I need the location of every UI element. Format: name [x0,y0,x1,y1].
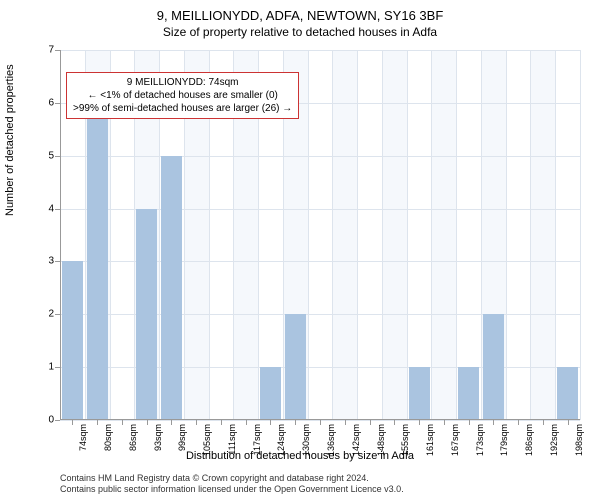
x-tick-mark [370,420,371,425]
x-tick-mark [469,420,470,425]
x-tick-mark [97,420,98,425]
y-axis-label: Number of detached properties [4,64,16,216]
x-axis-line [60,419,580,420]
y-tick-label: 4 [48,203,60,214]
y-tick-label: 5 [48,150,60,161]
x-tick-label: 80sqm [101,424,113,451]
x-tick-mark [147,420,148,425]
x-tick-mark [221,420,222,425]
x-tick-mark [270,420,271,425]
grid-band [530,50,555,420]
bar [285,314,306,420]
grid-band [382,50,407,420]
bar [483,314,504,420]
x-tick-mark [543,420,544,425]
gridline-v [382,50,383,420]
bar [62,261,83,420]
x-tick-mark [171,420,172,425]
y-tick-label: 0 [48,415,60,426]
gridline-v [431,50,432,420]
x-tick-label: 99sqm [175,424,187,451]
x-tick-mark [122,420,123,425]
gridline-v [580,50,581,420]
x-tick-mark [493,420,494,425]
x-axis-label: Distribution of detached houses by size … [0,450,600,462]
bar [409,367,430,420]
gridline-v [481,50,482,420]
chart-container: 9, MEILLIONYDD, ADFA, NEWTOWN, SY16 3BF … [0,0,600,500]
x-tick-mark [419,420,420,425]
x-tick-mark [394,420,395,425]
y-tick-label: 1 [48,362,60,373]
x-tick-label: 74sqm [76,424,88,451]
bar [458,367,479,420]
x-tick-mark [196,420,197,425]
grid-band [431,50,456,420]
footer-line2: Contains public sector information licen… [60,484,404,496]
footer-line1: Contains HM Land Registry data © Crown c… [60,473,404,485]
x-tick-mark [568,420,569,425]
plot-area: 0123456774sqm80sqm86sqm93sqm99sqm105sqm1… [60,50,580,420]
x-tick-label: 93sqm [151,424,163,451]
annotation-box: 9 MEILLIONYDD: 74sqm ← <1% of detached h… [66,72,299,119]
bar [557,367,578,420]
x-tick-mark [320,420,321,425]
gridline-v [407,50,408,420]
bar [136,209,157,420]
gridline-v [308,50,309,420]
bar [87,103,108,420]
annotation-line1: 9 MEILLIONYDD: 74sqm [73,76,292,89]
x-tick-mark [345,420,346,425]
gridline-h [60,50,580,51]
annotation-line2: ← <1% of detached houses are smaller (0) [73,89,292,102]
y-tick-label: 6 [48,97,60,108]
annotation-line3: >99% of semi-detached houses are larger … [73,102,292,115]
chart-title-sub: Size of property relative to detached ho… [0,23,600,39]
grid-band [332,50,357,420]
gridline-v [332,50,333,420]
bar [161,156,182,420]
chart-title-main: 9, MEILLIONYDD, ADFA, NEWTOWN, SY16 3BF [0,0,600,23]
y-tick-label: 7 [48,45,60,56]
gridline-h [60,156,580,157]
x-tick-mark [295,420,296,425]
gridline-v [506,50,507,420]
y-tick-label: 2 [48,309,60,320]
x-tick-label: 86sqm [126,424,138,451]
gridline-v [357,50,358,420]
x-tick-mark [246,420,247,425]
x-tick-mark [444,420,445,425]
x-tick-mark [72,420,73,425]
gridline-v [555,50,556,420]
footer: Contains HM Land Registry data © Crown c… [60,473,404,496]
gridline-v [456,50,457,420]
x-tick-mark [518,420,519,425]
gridline-v [530,50,531,420]
bar [260,367,281,420]
y-axis-line [60,50,61,420]
y-tick-label: 3 [48,256,60,267]
